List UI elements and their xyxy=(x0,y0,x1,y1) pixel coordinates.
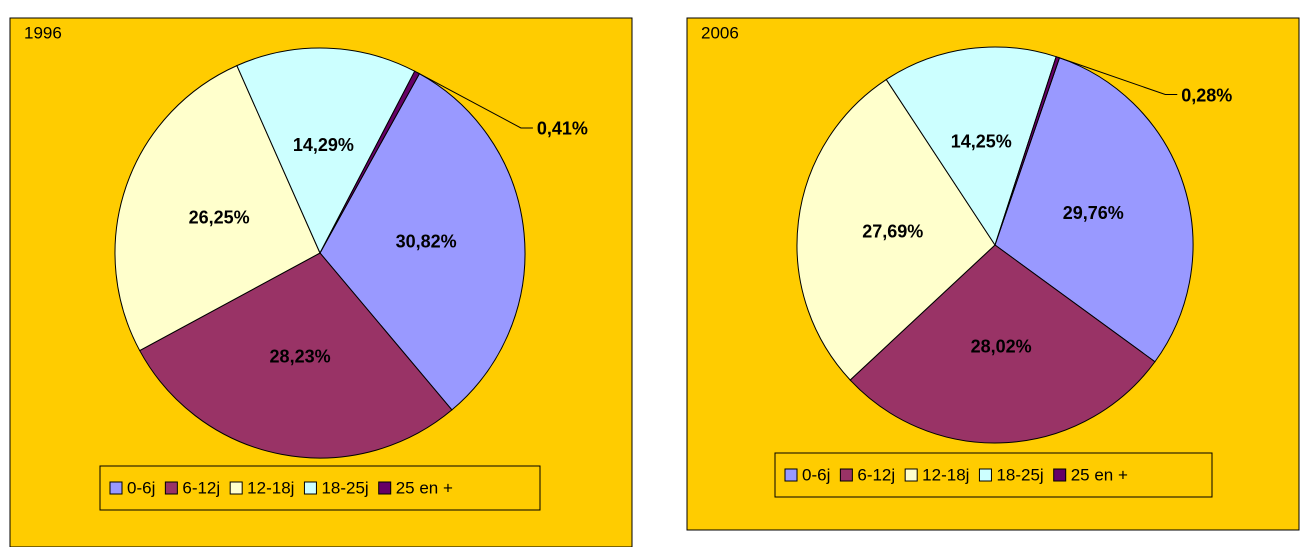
legend-label: 25 en + xyxy=(396,478,453,497)
pie-slice xyxy=(885,46,1057,247)
legend-swatch xyxy=(378,481,392,495)
pie-slice xyxy=(139,252,453,459)
chart-title: 2006 xyxy=(701,23,739,42)
legend-label: 12-18j xyxy=(922,465,969,484)
legend-swatch xyxy=(904,468,918,482)
legend-swatch xyxy=(1053,468,1067,482)
data-label: 27,69% xyxy=(862,221,923,241)
legend-swatch xyxy=(164,481,178,495)
pie-slice xyxy=(849,244,1156,444)
legend-label: 18-25j xyxy=(996,465,1043,484)
data-label: 30,82% xyxy=(396,231,457,251)
legend-swatch xyxy=(839,468,853,482)
legend-swatch xyxy=(978,468,992,482)
data-label: 26,25% xyxy=(189,207,250,227)
legend-label: 12-18j xyxy=(247,478,294,497)
legend-label: 18-25j xyxy=(321,478,368,497)
pie-slice xyxy=(796,78,996,381)
legend-label: 6-12j xyxy=(857,465,895,484)
leader-line xyxy=(1057,56,1178,96)
legend-swatch xyxy=(303,481,317,495)
legend xyxy=(774,452,1213,498)
legend-label: 25 en + xyxy=(1071,465,1128,484)
pie-slice xyxy=(994,57,1194,363)
pie-slice xyxy=(319,73,526,411)
legend-swatch xyxy=(784,468,798,482)
data-label: 28,23% xyxy=(270,346,331,366)
legend-swatch xyxy=(229,481,243,495)
legend-label: 0-6j xyxy=(127,478,155,497)
data-label: 0,41% xyxy=(537,119,588,139)
legend-swatch xyxy=(109,481,123,495)
data-label: 28,02% xyxy=(971,337,1032,357)
data-label: 14,25% xyxy=(951,132,1012,152)
chart-title: 1996 xyxy=(24,23,62,42)
leader-line xyxy=(416,71,533,129)
pie-slice xyxy=(114,64,321,352)
legend-label: 6-12j xyxy=(182,478,220,497)
pie-slice xyxy=(236,47,416,255)
data-label: 0,28% xyxy=(1181,85,1232,105)
data-label: 29,76% xyxy=(1063,203,1124,223)
data-label: 14,29% xyxy=(293,135,354,155)
legend-label: 0-6j xyxy=(802,465,830,484)
